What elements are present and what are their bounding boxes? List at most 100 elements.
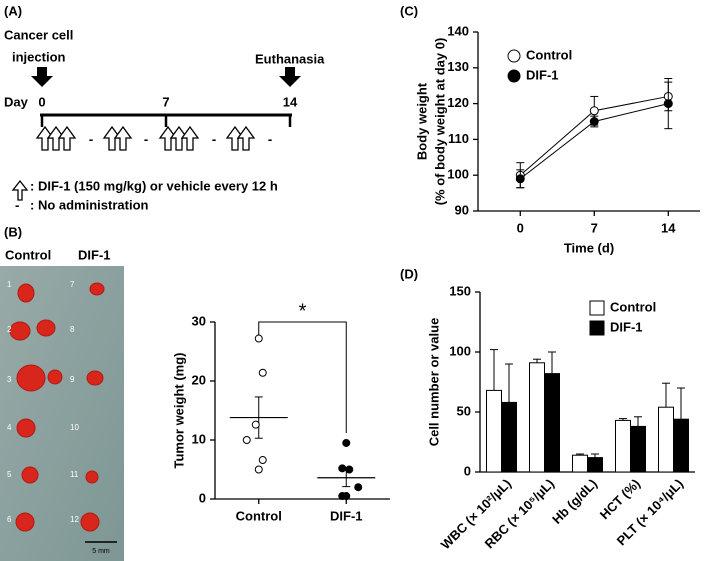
panel-label: (C) [400, 3, 418, 18]
day-tick: 14 [283, 94, 298, 109]
tumor-id: 9 [70, 375, 75, 384]
bar [587, 457, 603, 473]
data-point [258, 368, 267, 377]
legend-marker [507, 49, 521, 63]
data-point [589, 106, 599, 116]
tumor-id: 10 [70, 423, 79, 432]
x-tick-label: DIF-1 [330, 508, 363, 523]
y-tick-label: 140 [447, 23, 469, 38]
bar [486, 389, 502, 473]
error-bar [619, 418, 627, 421]
arrow [279, 67, 301, 87]
event-label: Euthanasia [255, 51, 325, 66]
scale-label: 5 mm [92, 548, 110, 555]
gap-mark: - [212, 131, 216, 146]
legend-text: : No administration [30, 197, 149, 212]
y-tick-label: 110 [448, 131, 469, 146]
dose-arrow [169, 125, 189, 151]
tumor-id: 5 [7, 470, 12, 479]
tumor-id: 8 [70, 325, 75, 334]
dose-arrow [180, 125, 200, 151]
tumor-id: 7 [70, 280, 75, 289]
error-bar [533, 358, 541, 363]
error-bar [505, 363, 513, 403]
bar [501, 401, 517, 473]
dose-arrow [46, 125, 66, 151]
legend-swatch [589, 320, 605, 336]
day-tick: 0 [38, 94, 45, 109]
bar [615, 419, 631, 473]
legend-swatch [589, 300, 605, 316]
legend-text: : DIF-1 (150 mg/kg) or vehicle every 12 … [30, 178, 278, 193]
photo: Control DIF-1 5 mm [0, 247, 124, 561]
day-tick: 7 [162, 94, 169, 109]
bar [658, 406, 674, 473]
error-bar [548, 351, 556, 374]
legend-label: DIF-1 [610, 319, 643, 334]
y-tick-label: 120 [447, 95, 469, 110]
y-axis-label: Body weight [414, 82, 429, 160]
significance-bracket [258, 321, 347, 433]
timeline: Cancer cell injection Euthanasia Day : D… [4, 27, 325, 212]
data-point [342, 438, 351, 447]
dose-arrow [102, 125, 122, 151]
y-tick-label: 10 [192, 431, 206, 446]
tumor-id: 1 [7, 280, 12, 289]
error-bar [634, 416, 642, 427]
x-tick-label: 7 [591, 220, 598, 235]
data-point [242, 436, 251, 444]
y-tick-label: 130 [447, 59, 469, 74]
y-tick-label: 0 [199, 490, 206, 505]
event-label: injection [12, 49, 66, 64]
panel-label: (D) [400, 266, 418, 281]
bar [544, 373, 560, 473]
tumor-id: 4 [7, 423, 12, 432]
column-label: DIF-1 [78, 247, 111, 262]
event-label: Cancer cell [4, 27, 73, 42]
dose-arrow [236, 125, 256, 151]
error-bar [490, 349, 498, 391]
photo-background [0, 266, 124, 561]
data-point [251, 420, 260, 429]
data-point [515, 174, 525, 184]
tumors [9, 282, 105, 532]
arrow [31, 67, 53, 87]
error-bar [677, 387, 685, 420]
tumor-id: 6 [7, 515, 12, 524]
arrow-symbol [11, 179, 29, 201]
y-axis-label: Cell number or value [426, 318, 441, 447]
y-tick-label: 100 [447, 167, 469, 182]
dose-arrow [225, 125, 245, 151]
legend-symbol: - [15, 197, 19, 212]
error-bar [662, 382, 670, 408]
y-tick-label: 90 [455, 202, 469, 217]
y-tick-label: 150 [449, 283, 471, 298]
error-bar [254, 396, 263, 439]
data-point [338, 464, 347, 473]
data-point [254, 465, 263, 474]
legend-marker [507, 69, 521, 83]
data-point [342, 492, 351, 501]
dose-arrow [35, 125, 55, 151]
y-tick-label: 30 [192, 313, 206, 328]
error-bar [591, 453, 599, 458]
legend-label: DIF-1 [526, 67, 559, 82]
legend-label: Control [526, 47, 572, 62]
dose-arrow [113, 125, 133, 151]
x-axis-label: Time (d) [564, 240, 614, 255]
y-tick-label: 0 [464, 463, 471, 478]
y-tick-label: 20 [192, 372, 206, 387]
bar [529, 362, 545, 473]
data-point [258, 456, 267, 465]
tumor-id: 3 [7, 375, 12, 384]
dose-arrow [57, 125, 77, 151]
data-point [345, 465, 354, 474]
x-tick-label: 0 [517, 220, 524, 235]
tumor-id: 2 [7, 325, 12, 334]
x-tick-label: Hb (g/dL) [549, 476, 600, 527]
gap-mark: - [268, 131, 272, 146]
data-point [254, 334, 263, 343]
y-axis-label: (% of body weight at day 0) [432, 38, 447, 206]
day-label: Day [4, 94, 29, 109]
